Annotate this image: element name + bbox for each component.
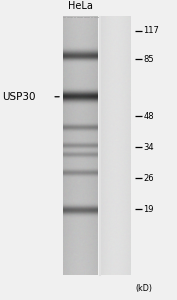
Text: (kD): (kD) xyxy=(135,284,152,293)
Text: 85: 85 xyxy=(143,55,154,64)
Text: 19: 19 xyxy=(143,205,154,214)
Text: HeLa: HeLa xyxy=(68,2,93,11)
Text: 117: 117 xyxy=(143,26,159,35)
Text: USP30: USP30 xyxy=(2,92,35,102)
Text: 34: 34 xyxy=(143,142,154,152)
Text: 26: 26 xyxy=(143,174,154,183)
Text: 48: 48 xyxy=(143,112,154,121)
